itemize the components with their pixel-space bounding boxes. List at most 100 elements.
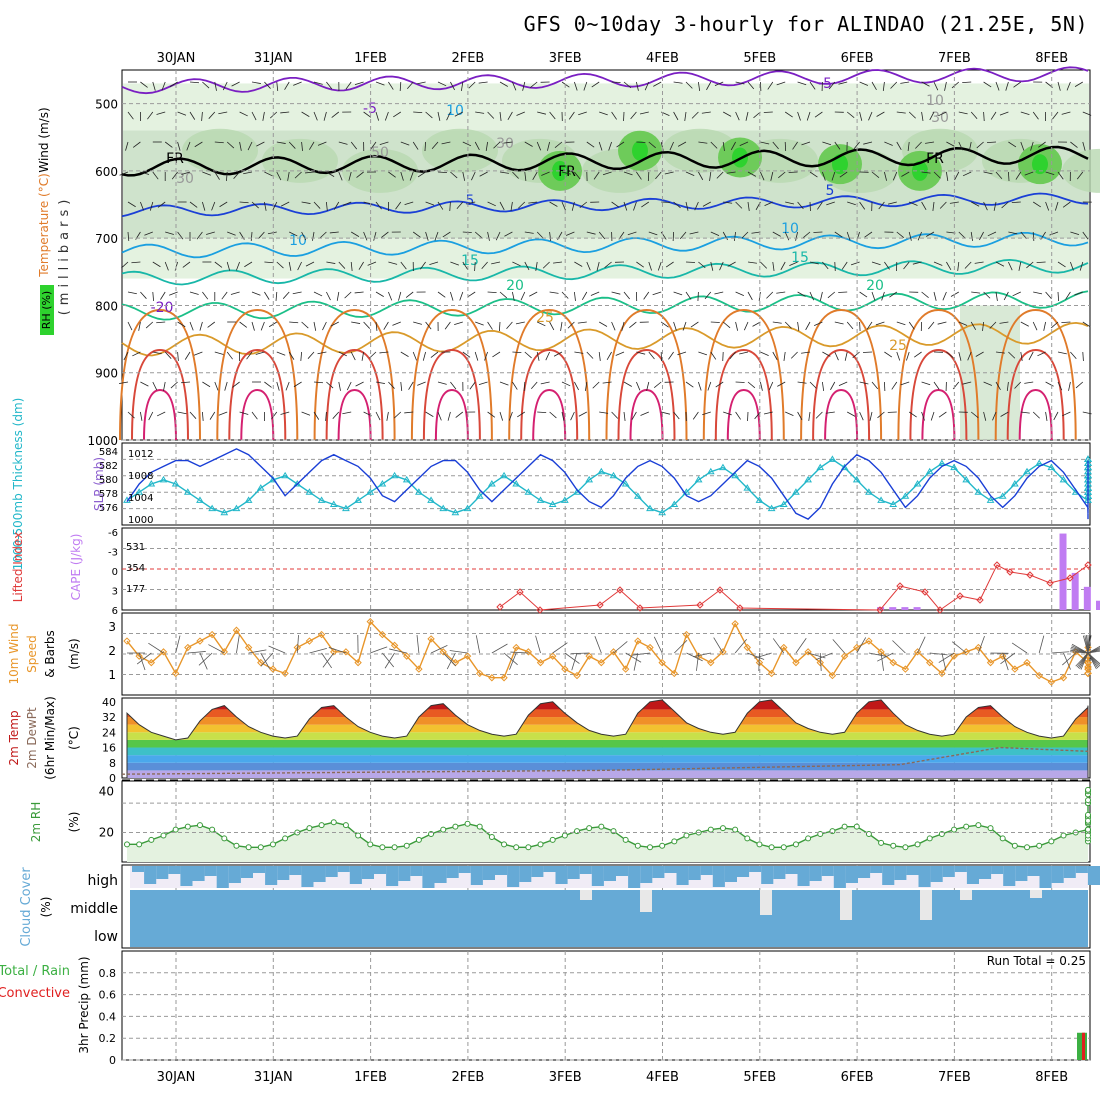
rh-point bbox=[501, 841, 508, 848]
wind-barb bbox=[471, 171, 476, 181]
wind-ytick: 1 bbox=[108, 668, 116, 682]
wind-barb bbox=[152, 81, 156, 91]
wind-barb bbox=[631, 411, 637, 420]
surface-wind-barb bbox=[475, 635, 481, 654]
wind-barb bbox=[330, 321, 339, 327]
wind-barb bbox=[1066, 81, 1071, 91]
wind-barb bbox=[789, 261, 798, 267]
surface-wind-barb bbox=[148, 642, 164, 654]
warm-contour bbox=[434, 388, 469, 441]
wind-barb bbox=[1045, 291, 1052, 300]
wind-barb bbox=[853, 141, 860, 150]
wind-barb bbox=[422, 351, 426, 361]
wind-barb bbox=[379, 351, 389, 354]
wind-barb bbox=[805, 321, 811, 331]
wind-barb bbox=[218, 111, 228, 115]
contour-label: -20 bbox=[151, 300, 174, 316]
wind-barb bbox=[156, 111, 166, 115]
wind-barb bbox=[437, 111, 441, 121]
wind-barb bbox=[292, 291, 302, 295]
surface-wind-barb bbox=[1070, 651, 1089, 654]
rh-point bbox=[719, 825, 726, 832]
wind-barb bbox=[1065, 291, 1071, 300]
wind-barb bbox=[801, 351, 811, 354]
wind-barb bbox=[425, 201, 435, 206]
thickness-point bbox=[804, 475, 812, 483]
wind-barb bbox=[970, 231, 974, 241]
wind-barb bbox=[326, 291, 331, 301]
thickness-point bbox=[500, 471, 508, 479]
bottom-date-label: 31JAN bbox=[254, 1070, 293, 1085]
wind-barb bbox=[685, 381, 694, 388]
surface-wind-barb bbox=[633, 652, 639, 671]
wind-barb bbox=[1070, 231, 1080, 236]
wind-barb bbox=[846, 111, 855, 118]
wind-barb bbox=[962, 81, 972, 84]
wind-point bbox=[184, 643, 192, 652]
rh-point bbox=[124, 841, 130, 848]
cloud-high-bar bbox=[470, 866, 483, 885]
wind-barb bbox=[921, 81, 930, 87]
wind-barb bbox=[346, 381, 352, 391]
wind-point bbox=[853, 643, 861, 652]
wind-barb bbox=[834, 321, 844, 325]
surface-wind-barb bbox=[510, 651, 529, 654]
wind-barb bbox=[138, 321, 141, 331]
cape-ylabel-cape: CAPE (J/kg) bbox=[69, 534, 83, 601]
wind-barb bbox=[301, 411, 311, 416]
wind-barb bbox=[202, 171, 211, 176]
wind-barb bbox=[875, 321, 885, 326]
wind-barb bbox=[119, 171, 129, 176]
wind-barb bbox=[760, 381, 763, 391]
wind-barb bbox=[665, 261, 674, 268]
wind-barb bbox=[698, 351, 708, 356]
surface-wind-barb bbox=[941, 652, 947, 671]
wind-barb bbox=[808, 411, 811, 421]
temp-ytick: 16 bbox=[102, 742, 116, 755]
wind-barb bbox=[776, 291, 786, 294]
wind-ylabel-a: 10m Wind bbox=[7, 624, 21, 685]
wind-barb bbox=[425, 111, 433, 119]
wind-barb bbox=[199, 321, 203, 331]
rh-blob bbox=[422, 128, 498, 173]
wind-barb bbox=[673, 411, 680, 420]
thickness-point bbox=[159, 475, 168, 483]
wind-barb bbox=[876, 111, 885, 117]
wind-barb bbox=[778, 171, 786, 179]
wind-barb bbox=[673, 111, 679, 121]
cloud-high-bar bbox=[664, 866, 677, 873]
contour-label: 10 bbox=[781, 221, 799, 237]
wind-barb bbox=[211, 201, 216, 211]
wind-barb bbox=[1032, 411, 1040, 419]
wind-barb bbox=[906, 351, 910, 361]
cloud-high-bar bbox=[749, 866, 762, 872]
wind-barb bbox=[777, 381, 786, 387]
wind-barb bbox=[822, 171, 826, 181]
thickness-point bbox=[682, 488, 691, 495]
surface-wind-barb bbox=[951, 641, 967, 654]
thickness-point bbox=[451, 508, 460, 516]
cloud-high-bar bbox=[833, 866, 846, 888]
wind-barb bbox=[578, 111, 587, 116]
wind-barb bbox=[294, 171, 302, 179]
wind-barb bbox=[583, 81, 588, 91]
wind-barb bbox=[733, 231, 736, 241]
wind-barb bbox=[169, 291, 178, 296]
rh-point bbox=[659, 842, 666, 849]
bottom-date-label: 6FEB bbox=[841, 1070, 874, 1085]
wind-point bbox=[147, 658, 156, 667]
wind-barb bbox=[373, 231, 377, 241]
surface-wind-barb bbox=[877, 652, 894, 662]
temp-band bbox=[127, 770, 1088, 778]
wind-barb bbox=[313, 201, 321, 209]
wind-barb bbox=[673, 201, 681, 209]
wind-barb bbox=[1082, 351, 1084, 362]
wind-barb bbox=[239, 141, 242, 151]
wind-barb bbox=[520, 291, 526, 301]
wind-barb bbox=[975, 351, 984, 357]
wind-barb bbox=[797, 381, 807, 384]
wind-barb bbox=[208, 111, 216, 119]
cloud-high-bar bbox=[894, 866, 907, 880]
wind-barb bbox=[933, 171, 941, 179]
wind-barb bbox=[970, 411, 979, 418]
